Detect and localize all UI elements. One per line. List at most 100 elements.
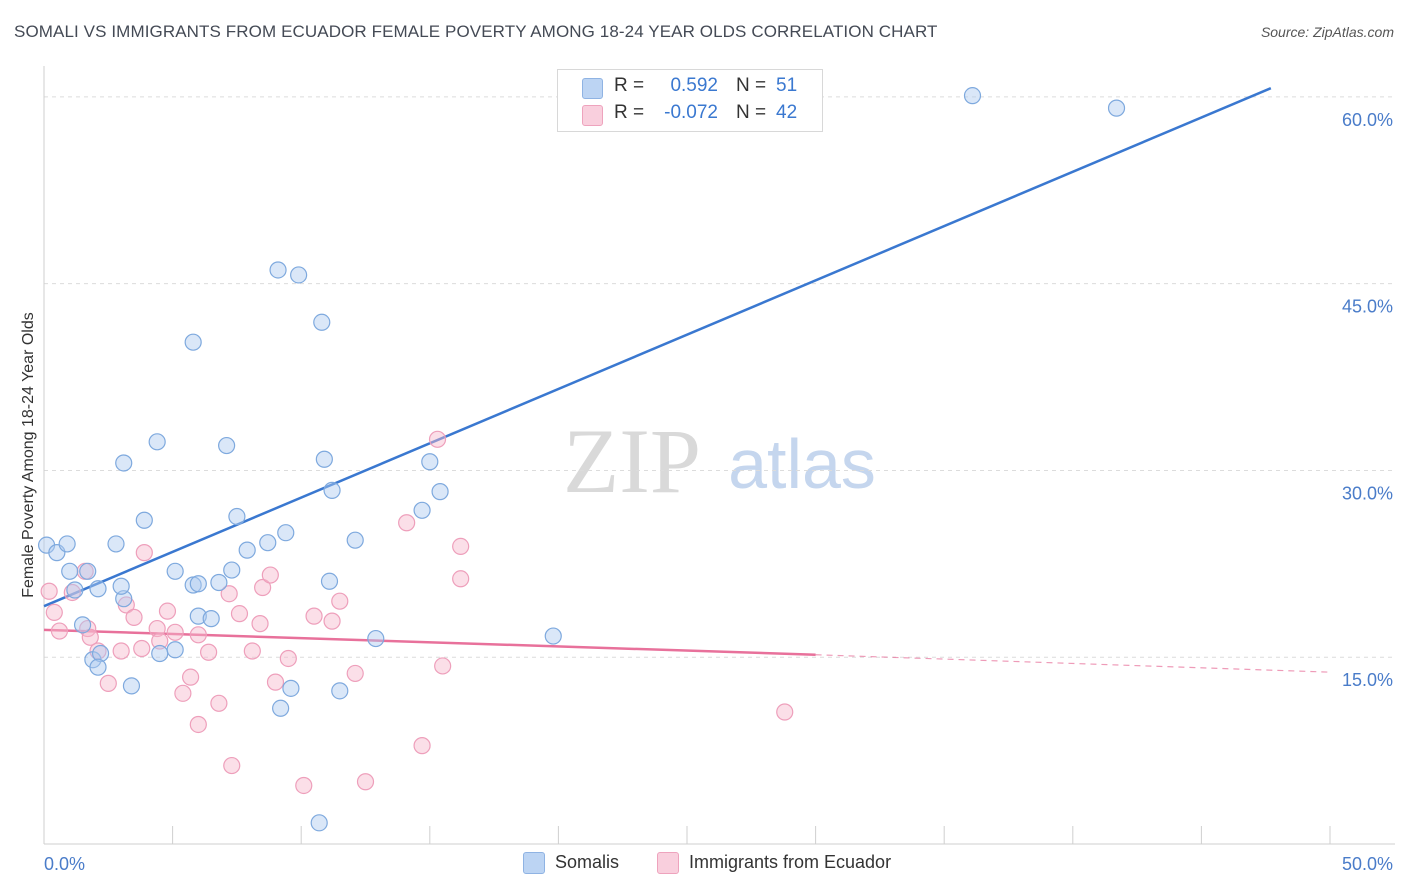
chart-title: SOMALI VS IMMIGRANTS FROM ECUADOR FEMALE… — [14, 22, 938, 41]
somalis-point — [223, 561, 241, 579]
somalis-point — [290, 266, 308, 284]
ecuador-point — [133, 639, 151, 658]
somalis-point — [166, 641, 184, 659]
somalis-point — [89, 580, 107, 598]
ecuador-point — [261, 566, 279, 584]
legend-n-value-somalis: 51 — [776, 75, 798, 96]
ecuador-point — [305, 607, 323, 625]
somalis-point — [210, 573, 228, 592]
somalis-point — [122, 677, 141, 695]
ecuador-point — [174, 684, 192, 702]
ecuador-point — [158, 602, 177, 620]
ecuador-point — [210, 694, 228, 712]
legend-r-value-somalis: 0.592 — [670, 75, 718, 96]
watermark: ZIP atlas — [563, 410, 876, 512]
ecuador-point — [189, 626, 207, 644]
gridlines — [44, 96, 1395, 658]
ecuador-point — [413, 737, 431, 755]
watermark-zip: ZIP — [563, 410, 701, 512]
somalis-point — [115, 454, 133, 472]
somalis-point — [963, 87, 982, 105]
legend-r-label: R = — [614, 75, 645, 96]
somalis-point — [277, 524, 295, 542]
bottom-legend-ecuador: Immigrants from Ecuador — [689, 852, 892, 872]
somalis-point — [91, 644, 110, 663]
ecuador-point — [434, 657, 452, 675]
ecuador-point — [346, 664, 364, 683]
somalis-point — [238, 541, 256, 559]
ecuador-point — [776, 703, 794, 721]
ecuador-point — [220, 585, 238, 603]
legend-n-value-ecuador: 42 — [776, 102, 798, 123]
bottom-legend-swatch-ecuador — [657, 852, 679, 874]
somalis-point — [431, 483, 449, 501]
somalis-point — [189, 607, 207, 625]
somalis-point — [320, 572, 339, 590]
x-tick-labels: 0.0% 50.0% — [44, 854, 1393, 874]
ecuador-point — [112, 642, 130, 660]
ecuador-point — [99, 674, 117, 692]
somalis-point — [228, 507, 246, 526]
y-tick-labels: 15.0% 30.0% 45.0% 60.0% — [1342, 110, 1393, 690]
legend-row-ecuador: R = -0.072 N = 42 — [558, 102, 822, 128]
y-tick-label: 30.0% — [1342, 483, 1393, 503]
somalis-point — [413, 501, 431, 519]
somalis-point — [66, 581, 84, 599]
ecuador-point — [50, 622, 69, 640]
ecuador-point — [331, 592, 349, 610]
ecuador-point — [295, 776, 313, 795]
ecuador-point — [428, 430, 447, 448]
somalis-point — [61, 562, 79, 580]
legend-r-value-ecuador: -0.072 — [664, 102, 718, 123]
legend-n-label: N = — [736, 102, 767, 123]
legend-swatch-somalis — [582, 78, 603, 99]
ecuador-point — [125, 608, 143, 626]
ecuador-point — [243, 642, 261, 660]
ecuador-point — [398, 514, 416, 532]
ecuador-point — [166, 623, 184, 641]
ecuador-point — [279, 649, 297, 668]
somalis-point — [166, 562, 184, 580]
somalis-point — [135, 511, 153, 529]
somalis-point — [315, 450, 333, 468]
ecuador-point — [81, 628, 99, 646]
somalis-point — [79, 562, 97, 580]
axes — [43, 66, 1395, 845]
somalis-point — [107, 535, 125, 553]
ecuador-point — [63, 583, 81, 602]
somalis-point — [421, 453, 439, 471]
ecuador-point — [452, 570, 470, 588]
legend-row-somalis: R = 0.592 N = 51 — [558, 75, 822, 101]
ecuador-point — [251, 615, 269, 633]
trendlines — [43, 87, 1331, 673]
ecuador-point — [254, 578, 272, 597]
somalis-point — [58, 535, 76, 553]
ecuador-point — [452, 537, 470, 556]
somalis-trendline — [43, 87, 1272, 608]
somalis-point — [259, 534, 277, 552]
somalis-point — [367, 629, 385, 648]
somalis-point — [184, 333, 202, 351]
correlation-legend: R = 0.592 N = 51 R = -0.072 N = 42 — [557, 69, 823, 132]
ecuador-point — [230, 605, 249, 623]
ecuador-point — [266, 673, 285, 691]
somalis-point — [218, 436, 236, 455]
somalis-point — [544, 627, 562, 645]
legend-n-label: N = — [736, 75, 767, 96]
watermark-atlas: atlas — [728, 425, 876, 503]
y-tick-label: 15.0% — [1342, 670, 1393, 690]
ecuador-trendline — [43, 628, 816, 656]
somalis-points — [37, 87, 1126, 832]
ecuador-point — [182, 668, 200, 686]
somalis-point — [313, 313, 331, 331]
ecuador-point — [135, 544, 153, 562]
ecuador-point — [40, 582, 58, 600]
somalis-point — [1107, 99, 1126, 117]
ecuador-trendline-extension — [815, 654, 1331, 673]
somalis-point — [112, 577, 130, 595]
ecuador-point — [323, 612, 341, 630]
ecuador-point — [189, 715, 207, 734]
somalis-point — [272, 699, 290, 717]
somalis-point — [331, 682, 349, 700]
y-tick-label: 60.0% — [1342, 110, 1393, 130]
